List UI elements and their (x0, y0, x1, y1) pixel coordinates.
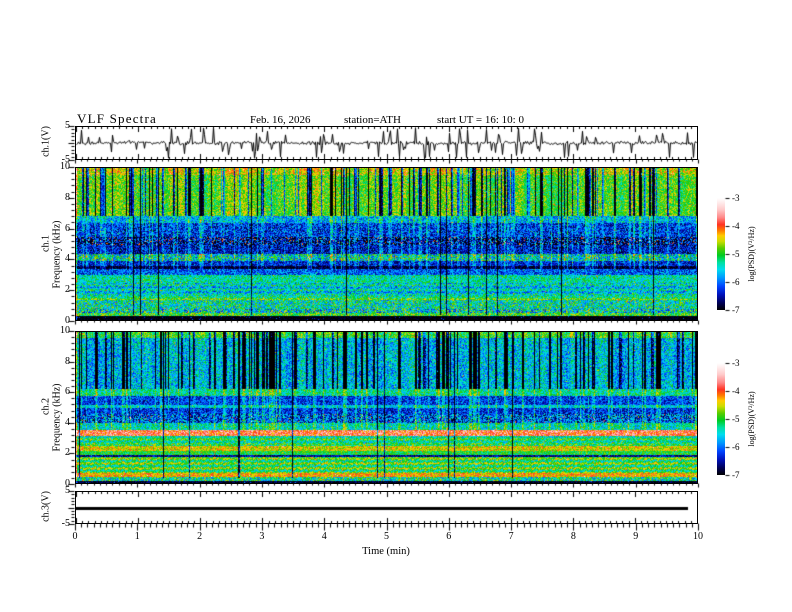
y-tick-label: -5 (61, 518, 70, 529)
date-label: Feb. 16, 2026 (250, 114, 311, 126)
colorbar-tick-label: -3 (732, 358, 740, 368)
y-tick-label: 8 (65, 355, 70, 367)
colorbar-tick-label: -5 (732, 249, 740, 259)
ch2-colorbar-unit-label: log(PSD)(V²/Hz) (747, 391, 756, 447)
y-tick-label: 10 (60, 325, 70, 336)
x-tick-label: 0 (72, 531, 78, 542)
x-tick-label: 4 (321, 531, 327, 542)
y-tick-label: -5 (61, 154, 70, 165)
y-tick-label: 6 (65, 386, 70, 398)
y-tick-label: 8 (65, 191, 70, 203)
x-tick-label: 7 (508, 531, 514, 542)
ch1-spectrogram-panel (75, 167, 698, 321)
ch1-spectrogram-canvas (76, 168, 697, 320)
ch2-colorbar (717, 363, 725, 475)
ch3-waveform-panel (75, 491, 698, 524)
ch2-spectrogram-panel (75, 331, 698, 484)
ch3-waveform-canvas (76, 492, 697, 523)
y-tick-label: 4 (65, 416, 70, 428)
x-tick-label: 1 (134, 531, 140, 542)
ch2-spectrogram-canvas (76, 332, 697, 483)
y-tick-label: 2 (65, 447, 70, 459)
station-label: station=ATH (344, 114, 401, 126)
colorbar-tick-label: -6 (732, 442, 740, 452)
y-tick-label: 5 (65, 120, 70, 131)
ch1-waveform-panel (75, 126, 698, 160)
page-title: VLF Spectra (77, 111, 157, 126)
y-tick-label: 2 (65, 284, 70, 296)
x-tick-label: 2 (197, 531, 203, 542)
colorbar-tick-label: -3 (732, 193, 740, 203)
ch3-voltage-axis-label: ch.3(V) (40, 491, 52, 522)
x-tick-label: 10 (693, 531, 703, 542)
colorbar-tick-label: -6 (732, 277, 740, 287)
colorbar-tick-label: -4 (732, 386, 740, 396)
x-tick-label: 6 (446, 531, 452, 542)
ch1-colorbar-unit-label: log(PSD)(V²/Hz) (747, 226, 756, 282)
y-tick-label: 0 (65, 315, 70, 326)
ch1-waveform-canvas (76, 127, 697, 159)
colorbar-tick-label: -5 (732, 414, 740, 424)
y-tick-label: 5 (65, 485, 70, 496)
start-ut-label: start UT = 16: 10: 0 (437, 114, 524, 126)
colorbar-tick-label: -4 (732, 221, 740, 231)
x-tick-label: 5 (384, 531, 389, 542)
time-axis-label: Time (min) (362, 546, 410, 557)
x-tick-label: 9 (633, 531, 639, 542)
y-tick-label: 0 (65, 478, 70, 489)
y-tick-label: 6 (65, 222, 70, 234)
ch1-colorbar (717, 198, 725, 310)
colorbar-tick-label: -7 (732, 305, 740, 315)
x-tick-label: 3 (259, 531, 265, 542)
colorbar-tick-label: -7 (732, 470, 740, 480)
y-tick-label: 10 (60, 161, 70, 172)
y-tick-label: 4 (65, 253, 70, 265)
x-tick-label: 8 (570, 531, 576, 542)
